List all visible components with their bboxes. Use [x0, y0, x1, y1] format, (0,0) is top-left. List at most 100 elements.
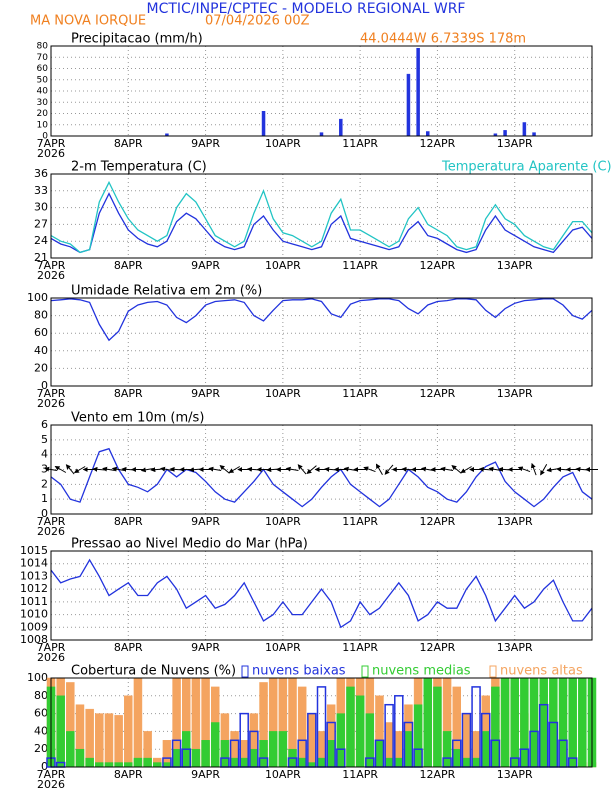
bar	[491, 686, 500, 768]
panel-title: Vento em 10m (m/s)	[71, 411, 204, 426]
x-tick-label: 12APR	[420, 387, 456, 400]
y-tick-label: 60	[34, 707, 48, 720]
bar	[578, 677, 587, 768]
bar	[423, 677, 433, 768]
x-tick-label: 9APR	[191, 641, 220, 654]
x-tick-label: 10APR	[265, 641, 301, 654]
x-tick-label: 12APR	[420, 515, 456, 528]
bar	[339, 118, 343, 137]
bar	[261, 111, 266, 137]
x-tick-label: 11APR	[342, 137, 378, 150]
plot-frame	[50, 677, 593, 768]
bar	[522, 122, 527, 137]
y-tick-label: 60	[34, 326, 48, 339]
y-tick-label: 21	[34, 251, 48, 264]
x-tick-label: 12APR	[420, 259, 456, 272]
x-tick-label: 13APR	[497, 641, 533, 654]
y-tick-label: 1	[41, 492, 48, 505]
panel-title: Pressao ao Nivel Medio do Mar (hPa)	[71, 537, 308, 552]
y-tick-label: 40	[34, 344, 48, 357]
y-tick-label: 40	[37, 87, 49, 97]
y-tick-label: 4	[41, 448, 48, 461]
wind-arrow	[65, 464, 75, 475]
y-tick-label: 80	[34, 689, 48, 702]
x-tick-label: 8APR	[114, 137, 143, 150]
y-tick-label: 33	[34, 184, 48, 197]
bar	[201, 740, 210, 768]
x-tick-label: 13APR	[497, 137, 533, 150]
bar	[114, 715, 123, 768]
x-tick-label: 10APR	[265, 387, 301, 400]
x-tick-label: 9APR	[191, 137, 220, 150]
bar	[95, 713, 104, 768]
wind-arrow	[440, 466, 454, 472]
wind-arrow	[150, 467, 164, 473]
x-tick-label: 9APR	[191, 387, 220, 400]
bar	[532, 132, 536, 137]
year-label: 2026	[37, 397, 65, 410]
bar	[153, 762, 162, 768]
y-tick-label: 30	[37, 98, 49, 108]
bar	[365, 713, 375, 768]
bar	[319, 132, 324, 137]
wind-arrow	[375, 463, 383, 475]
x-tick-label: 11APR	[342, 515, 378, 528]
y-tick-label: 20	[37, 109, 49, 119]
line	[50, 558, 593, 629]
y-tick-label: 20	[34, 361, 48, 374]
plot-frame	[50, 297, 593, 387]
year-label: 2026	[37, 651, 65, 664]
y-tick-label: 20	[34, 742, 48, 755]
location: MA NOVA IORQUE	[30, 14, 146, 29]
bar	[104, 762, 114, 768]
x-tick-label: 11APR	[342, 768, 378, 781]
x-tick-label: 13APR	[497, 387, 533, 400]
y-tick-label: 1008	[20, 633, 48, 646]
bar	[239, 757, 249, 768]
y-tick-label: 2	[41, 477, 48, 490]
panel-title: Precipitacao (mm/h)	[71, 32, 203, 47]
wind-arrow	[517, 466, 531, 473]
bar	[384, 757, 394, 768]
x-tick-label: 8APR	[114, 387, 143, 400]
x-tick-label: 9APR	[191, 768, 220, 781]
legend-label: nuvens baixas	[252, 664, 346, 679]
bar	[307, 713, 317, 768]
x-tick-label: 13APR	[497, 259, 533, 272]
bar	[220, 740, 230, 768]
bar	[297, 757, 307, 768]
x-tick-label: 10APR	[265, 259, 301, 272]
bar	[346, 686, 355, 768]
bar	[375, 740, 384, 768]
legend-swatch	[489, 665, 497, 678]
y-tick-label: 1014	[20, 557, 48, 570]
bar	[336, 713, 346, 768]
bar	[355, 695, 365, 768]
bar	[481, 731, 490, 768]
y-tick-label: 36	[34, 167, 48, 180]
year-label: 2026	[37, 525, 65, 538]
y-tick-label: 0	[41, 379, 48, 392]
x-tick-label: 8APR	[114, 515, 143, 528]
wind-arrow	[208, 466, 222, 472]
bar	[124, 762, 133, 768]
x-tick-label: 8APR	[114, 768, 143, 781]
panel-title: Cobertura de Nuvens (%)	[71, 664, 236, 679]
line	[50, 447, 593, 508]
bar	[413, 704, 423, 768]
bar	[568, 677, 577, 768]
x-tick-label: 7APR	[37, 387, 66, 400]
wind-arrow	[460, 466, 472, 474]
y-tick-label: 100	[27, 671, 48, 684]
bar	[104, 713, 114, 768]
bar	[75, 748, 85, 768]
wind-arrow	[363, 466, 376, 473]
x-tick-label: 11APR	[342, 387, 378, 400]
line	[50, 192, 593, 254]
legend-label: nuvens medias	[372, 664, 471, 679]
bar	[133, 677, 143, 768]
x-tick-label: 13APR	[497, 515, 533, 528]
bar	[268, 731, 278, 768]
plot-frame	[50, 45, 593, 137]
bar	[416, 48, 420, 137]
